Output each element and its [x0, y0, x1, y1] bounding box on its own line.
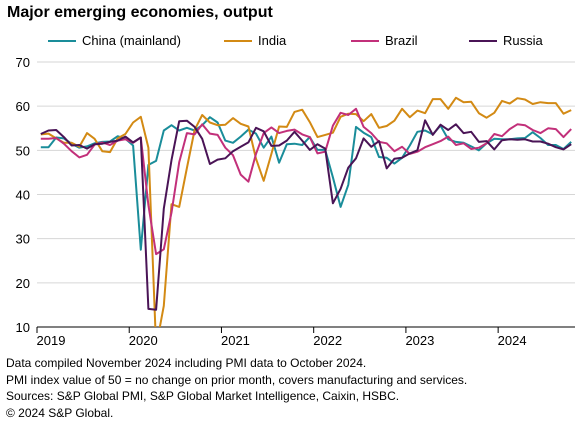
legend-label-brazil: Brazil — [385, 33, 418, 48]
footnote-data-compiled: Data compiled November 2024 including PM… — [6, 356, 367, 370]
legend-swatch-russia — [469, 39, 497, 42]
legend-item-india: India — [224, 33, 286, 48]
x-tick-label: 2024 — [498, 333, 527, 345]
footnote-copyright: © 2024 S&P Global. — [6, 405, 114, 420]
legend-label-india: India — [258, 33, 287, 48]
legend-label-russia: Russia — [503, 33, 543, 48]
series-line-china — [40, 116, 572, 251]
gridlines — [37, 61, 575, 284]
legend-item-brazil: Brazil — [351, 33, 418, 48]
line-chart: 10 20 30 40 50 60 70 2019 2020 2021 2022 2023 2024 — [16, 55, 575, 345]
legend-swatch-brazil — [351, 39, 379, 42]
series-lines — [40, 96, 572, 327]
legend-item-russia: Russia — [469, 33, 543, 48]
chart-title: Major emerging economies, output — [7, 4, 273, 21]
legend: China (mainland) India Brazil Russia — [0, 33, 579, 51]
x-tick-label: 2020 — [129, 333, 158, 345]
x-tick-label: 2022 — [313, 333, 342, 345]
y-tick-label: 70 — [16, 55, 30, 70]
y-tick-label: 40 — [16, 188, 30, 203]
y-tick-label: 10 — [16, 320, 30, 335]
x-tick-label: 2023 — [405, 333, 434, 345]
legend-swatch-india — [224, 39, 252, 42]
footnote-pmi-definition: PMI index value of 50 = no change on pri… — [6, 372, 468, 387]
legend-swatch-china — [48, 39, 76, 42]
y-tick-label: 20 — [16, 276, 30, 291]
series-line-india — [40, 96, 572, 327]
series-line-brazil — [40, 107, 572, 256]
axes: 10 20 30 40 50 60 70 2019 2020 2021 2022 2023 2024 — [16, 55, 575, 345]
series-line-russia — [40, 119, 572, 311]
legend-label-china: China (mainland) — [82, 33, 181, 48]
x-tick-label: 2021 — [221, 333, 250, 345]
y-tick-label: 60 — [16, 99, 30, 114]
legend-item-china: China (mainland) — [48, 33, 181, 48]
y-tick-label: 50 — [16, 143, 30, 158]
footnotes: Data compiled November 2024 including PM… — [6, 355, 576, 421]
y-tick-label: 30 — [16, 232, 30, 247]
footnote-sources: Sources: S&P Global PMI, S&P Global Mark… — [6, 389, 400, 403]
x-tick-label: 2019 — [37, 333, 66, 345]
